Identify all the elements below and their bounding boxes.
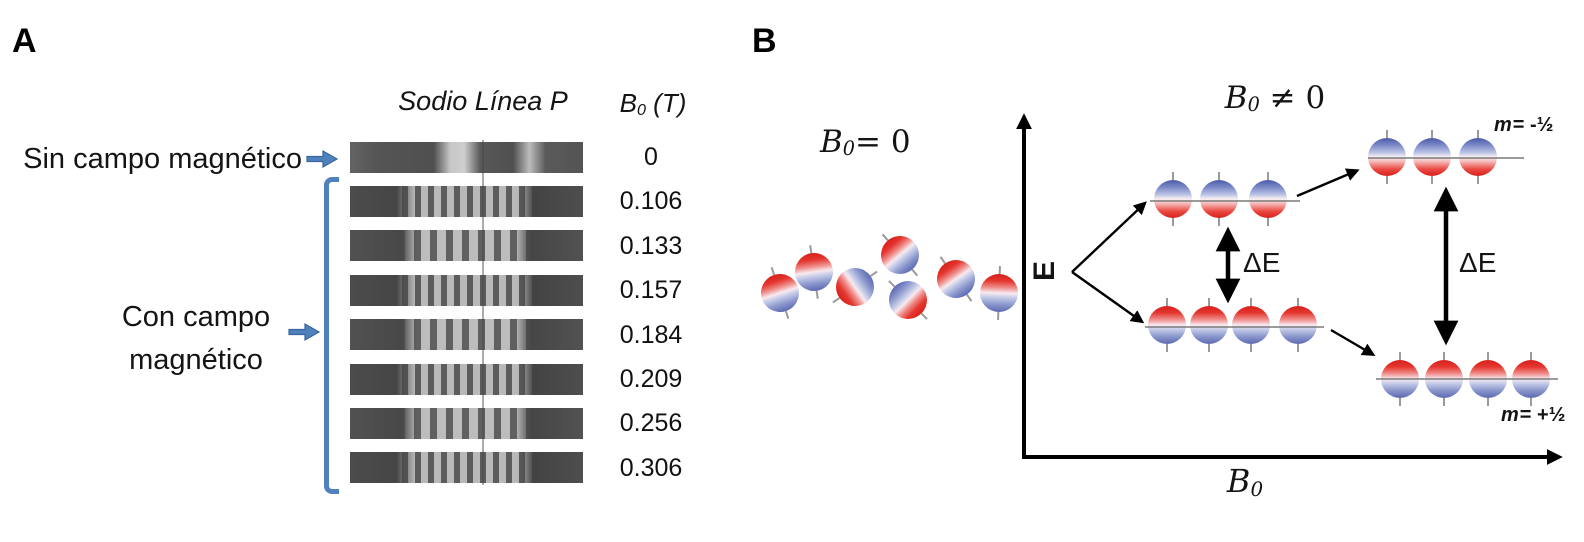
spin-sphere-upper-left [1249,172,1287,226]
field-value: 0 [644,143,658,171]
spectrum-strip [350,141,583,173]
field-axis-label: B0 [1226,462,1264,501]
spin-sphere-upper-left [1200,172,1238,226]
field-header-sub: 0 [636,100,646,119]
spin-sphere-random [979,273,1019,313]
spectrum-strip [350,319,583,351]
spin-sphere-upper-right [1413,130,1451,184]
delta-e-label-right: ΔE [1459,247,1497,278]
field-value: 0.106 [619,187,683,216]
spin-sphere-random [881,273,935,327]
with-field-label-line1: Con campo [121,301,271,333]
spin-sphere-random [873,228,927,282]
with-field-bracket [324,177,339,494]
field-value: 0.157 [619,276,683,305]
branch-arrow-down [1071,271,1145,324]
delta-e-label-left: ΔE [1243,247,1281,278]
spin-sphere-random [792,250,836,294]
spin-sphere-lower-left [1190,298,1228,352]
right-arrow-icon [288,322,321,342]
with-field-label-line2: magnético [129,344,263,376]
spin-sphere-random [929,252,983,306]
branch-arrow-up [1071,201,1147,273]
energy-axis-label: E [1028,261,1061,282]
spectrum-strip [350,185,583,217]
spin-sphere-upper-left [1154,172,1192,226]
upper-connector-arrow [1296,168,1360,198]
spin-sphere-lower-right [1469,352,1507,406]
field-value: 0.209 [619,365,683,393]
spin-sphere-lower-right [1512,352,1550,406]
panel-b-label: B [752,22,777,60]
field-value: 0.256 [619,409,683,438]
spectrum-strip [350,407,583,439]
no-field-condition-label: B0= 0 [820,124,911,161]
field-value: 0.306 [619,453,683,482]
spin-sphere-lower-right [1425,352,1463,406]
no-field-row-label: Sin campo magnético [23,143,302,175]
field-header-unit: (T) [645,88,687,118]
spin-sphere-upper-right [1459,130,1497,184]
with-field-row-label: Con campo magnético [61,296,331,382]
spectrum-reference-line [482,140,484,485]
spin-sphere-upper-right [1368,130,1406,184]
spectrum-column-header: Sodio Línea P [398,86,568,116]
right-arrow-icon [306,149,339,169]
field-condition-label: B0 ≠ 0 [1224,80,1326,117]
m-lower-label: m= +½ [1501,404,1566,426]
m-upper-label: m= -½ [1494,114,1554,136]
spectrum-strip [350,230,583,262]
field-column-header: B0 (T) [593,88,713,119]
panel-a-label: A [12,22,37,60]
spin-sphere-random [828,260,882,314]
spectrum-strip [350,363,583,395]
spectrum-strip [350,452,583,484]
lower-connector-arrow [1330,328,1376,357]
spin-sphere-lower-left [1279,298,1317,352]
field-value: 0.184 [619,320,683,349]
spin-sphere-lower-left [1232,298,1270,352]
field-header-base: B [619,88,637,118]
spin-sphere-lower-left [1148,298,1186,352]
spectrum-strip [350,274,583,306]
field-value: 0.133 [619,231,683,260]
spin-sphere-lower-right [1381,352,1419,406]
